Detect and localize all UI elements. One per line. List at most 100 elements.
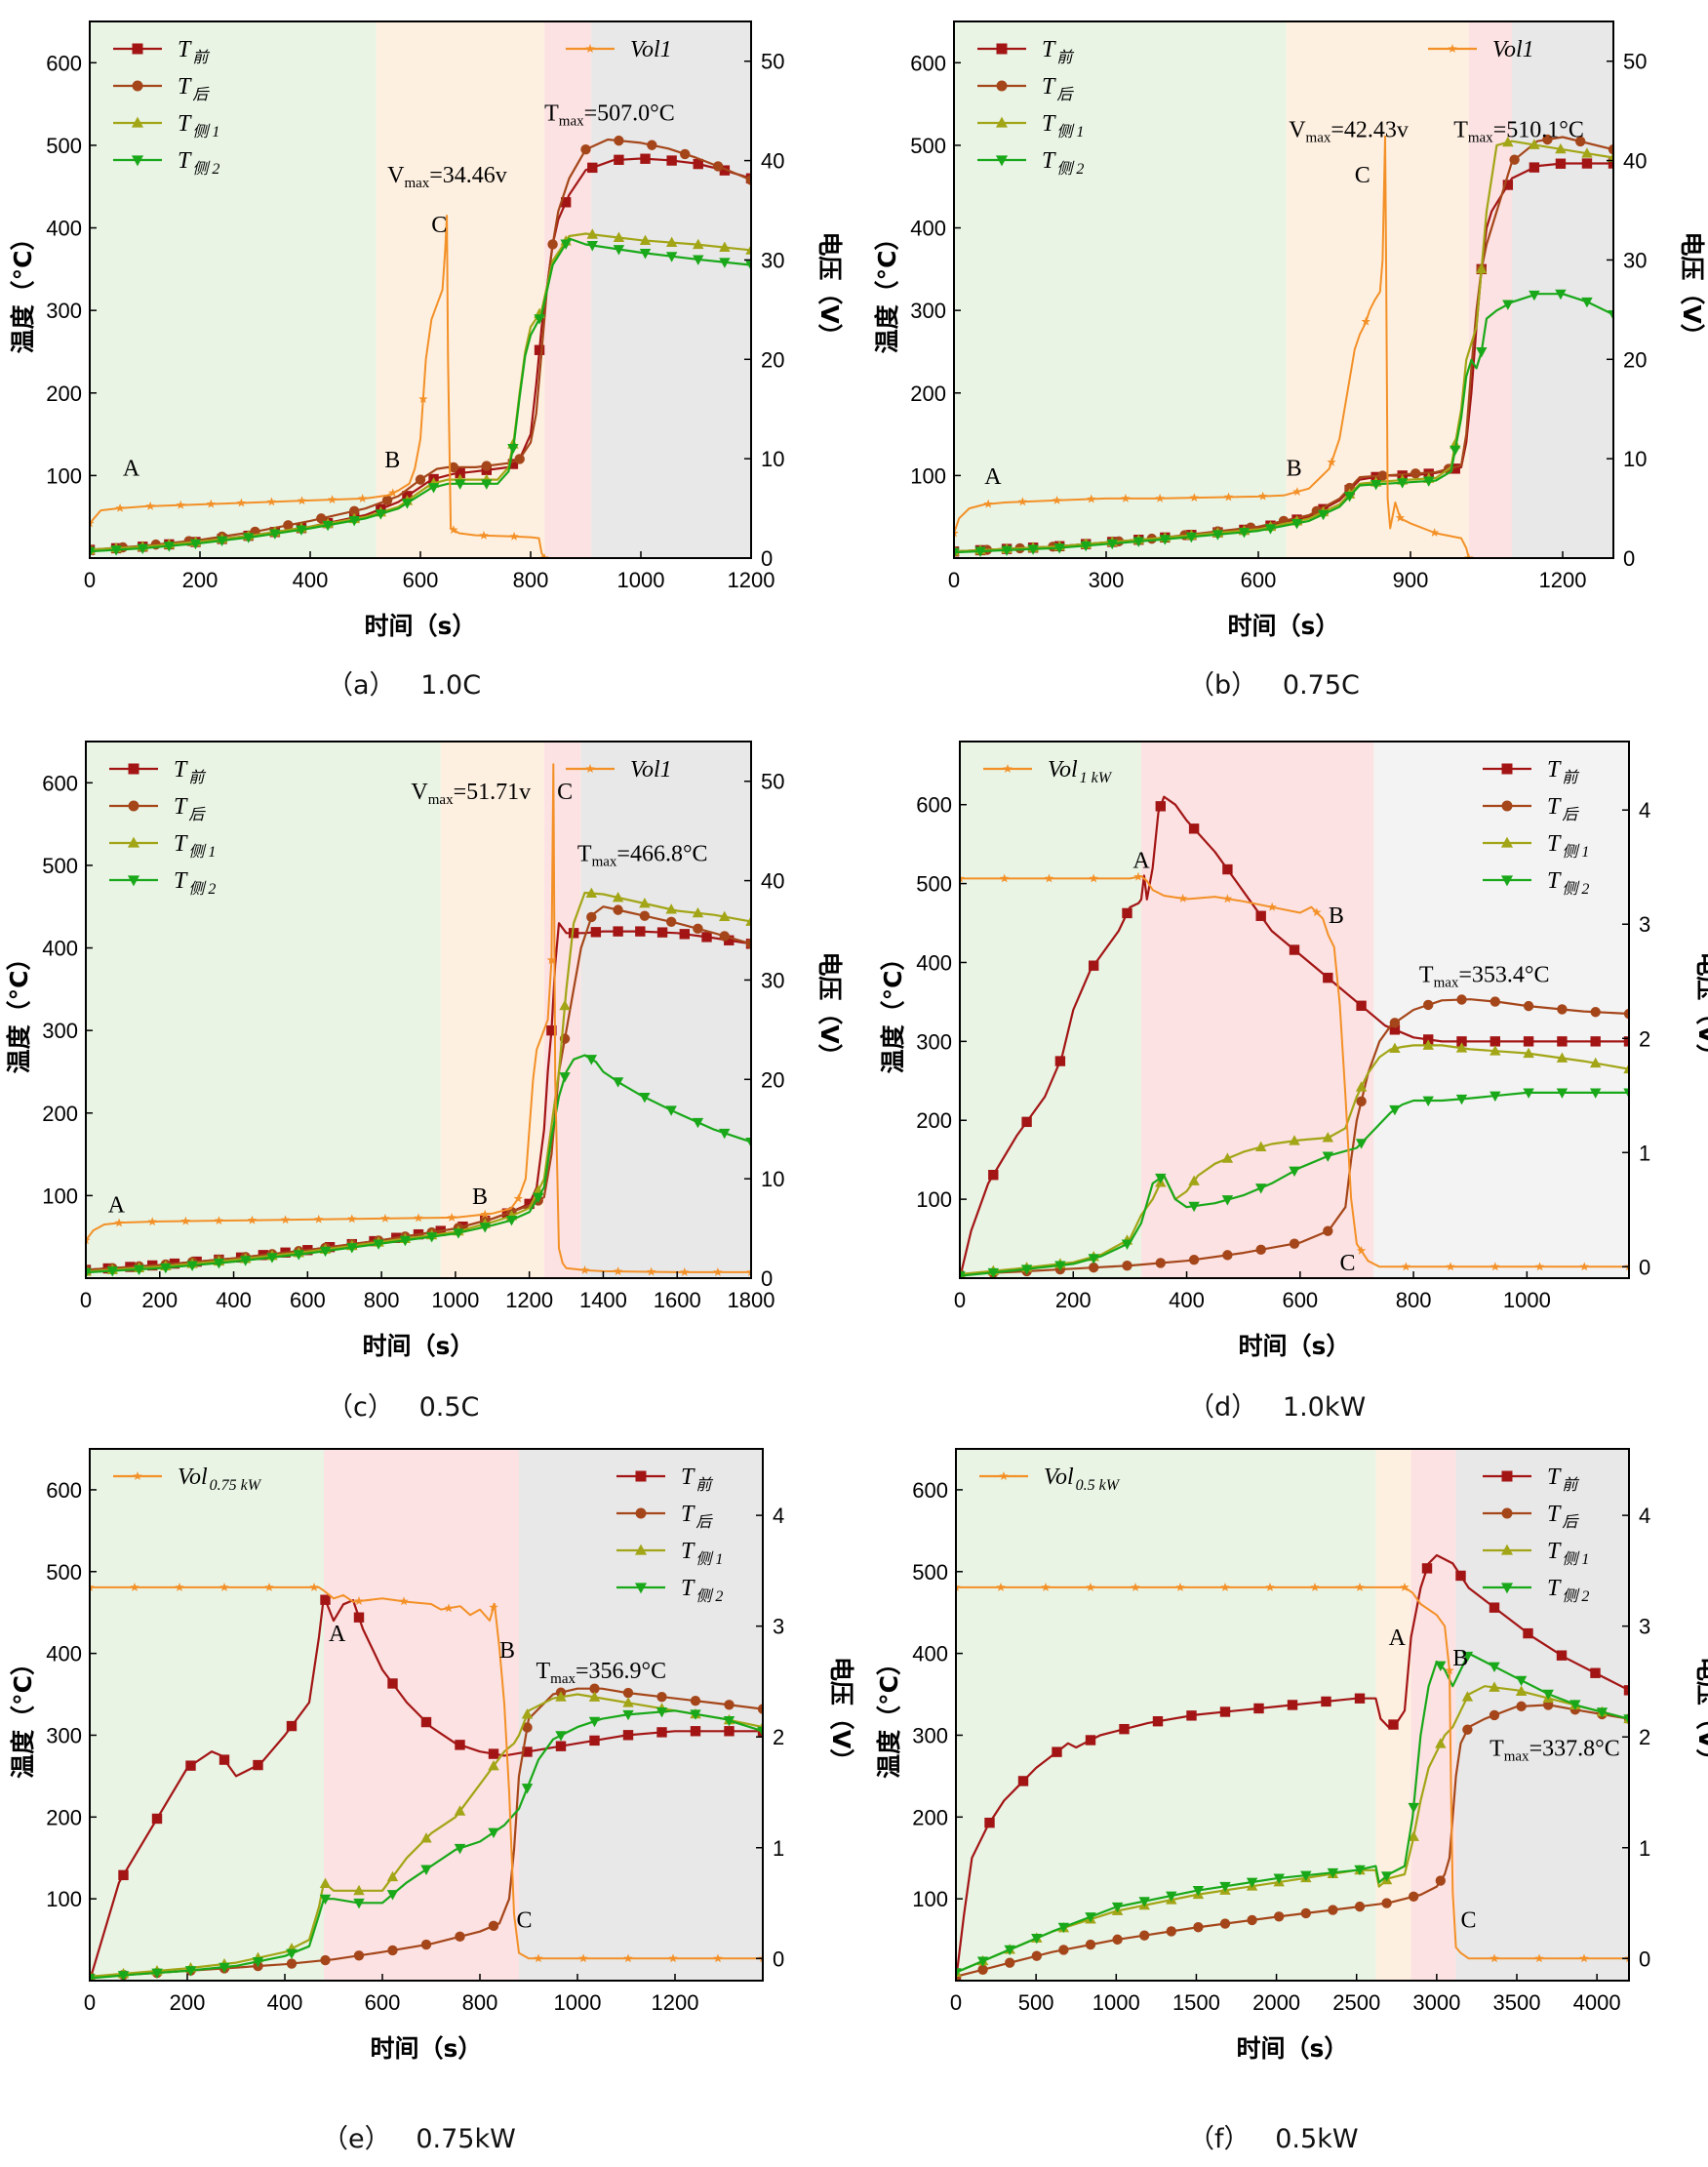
data-point-t_front <box>640 153 651 164</box>
data-point-vol <box>247 1215 258 1224</box>
data-point-t_back <box>1166 1926 1177 1937</box>
data-point-t_front <box>656 927 668 938</box>
data-point-t_front <box>1021 1116 1032 1128</box>
x-tick-label: 1800 <box>728 1288 775 1312</box>
data-point-t_side2 <box>1132 537 1144 547</box>
data-point-vol <box>713 1953 723 1963</box>
legend-marker-t_back <box>128 800 139 812</box>
data-point-t_side2 <box>1396 478 1409 489</box>
data-point-t_side2 <box>960 1271 966 1278</box>
data-point-t_front <box>1581 158 1593 169</box>
y2-tick-label: 1 <box>1639 1141 1650 1165</box>
legend-marker-t_front <box>635 1470 647 1482</box>
data-point-t_side2 <box>560 239 572 250</box>
series-t_side2 <box>954 289 1613 558</box>
data-point-t_side2 <box>1085 1912 1096 1923</box>
y-tick-label: 500 <box>910 134 946 158</box>
x-tick-label: 1500 <box>1172 1990 1220 2015</box>
data-point-vol <box>114 1218 124 1227</box>
data-point-t_side1 <box>521 1708 534 1719</box>
data-point-t_side2 <box>375 509 387 520</box>
data-point-t_side1 <box>488 1760 499 1771</box>
data-point-vol <box>1429 528 1440 537</box>
data-point-vol <box>956 1582 961 1591</box>
y-tick-label: 200 <box>910 381 946 406</box>
data-point-t_side2 <box>481 479 493 490</box>
data-point-vol <box>414 1213 423 1223</box>
annotation-point-A: A <box>108 1192 126 1218</box>
series-line-vol <box>954 135 1470 558</box>
data-point-t_side2 <box>1515 1675 1528 1687</box>
data-point-t_side2 <box>488 1827 499 1839</box>
data-point-t_side2 <box>1502 300 1514 310</box>
legend-top-right: T 前 T 后 T 侧 1 T 侧 2 <box>1483 757 1589 898</box>
data-point-t_front <box>1557 1036 1568 1047</box>
data-point-t_side1 <box>665 236 678 248</box>
data-point-t_side2 <box>266 1253 278 1264</box>
data-point-t_back <box>1085 1939 1096 1950</box>
data-point-t_side2 <box>555 1731 567 1742</box>
data-point-t_side1 <box>639 898 651 908</box>
data-point-t_side2 <box>252 1956 264 1968</box>
data-point-t_back <box>647 140 657 150</box>
data-point-vol <box>534 1953 543 1963</box>
data-point-t_side2 <box>1121 1239 1133 1250</box>
data-point-t_side1 <box>1221 1152 1234 1163</box>
data-point-t_front <box>614 154 624 166</box>
x-tick-label: 1200 <box>728 568 775 592</box>
data-point-t_side2 <box>974 546 986 557</box>
data-point-t_side2 <box>1589 1088 1602 1099</box>
data-point-t_side2 <box>1380 1871 1393 1882</box>
data-point-vol <box>447 1212 457 1222</box>
data-point-t_side2 <box>90 1974 96 1981</box>
series-t_back <box>960 994 1629 1278</box>
legend-top-right: T 前 T 后 T 侧 1 T 侧 2 <box>1483 1465 1589 1605</box>
data-point-vol <box>1220 1582 1230 1591</box>
series-vol <box>90 215 549 558</box>
data-point-t_front <box>1490 1036 1500 1047</box>
x-tick-label: 300 <box>1089 568 1125 592</box>
data-point-t_back <box>420 1939 432 1950</box>
annotation-point-B: B <box>1452 1646 1468 1671</box>
series-line-t_side2 <box>90 237 751 553</box>
data-point-vol <box>1267 902 1277 911</box>
annotation-point-B: B <box>499 1638 515 1664</box>
legend-label-vol: Vol 0.5 kW <box>1044 1465 1121 1494</box>
data-point-t_front <box>635 926 646 937</box>
data-point-vol <box>680 1266 690 1276</box>
legend-label-vol: Vol 0.75 kW <box>178 1465 262 1494</box>
y2-axis-title: 电压（V） <box>815 951 844 1067</box>
data-point-t_side2 <box>1355 1139 1368 1149</box>
series-vol <box>956 1582 1629 1963</box>
data-point-t_front <box>1222 863 1233 875</box>
y2-tick-label: 1 <box>1639 1836 1650 1861</box>
data-point-t_back <box>1005 1957 1015 1968</box>
data-point-vol <box>1131 1582 1140 1591</box>
data-point-t_front <box>555 1741 567 1751</box>
y2-tick-label: 30 <box>761 248 784 272</box>
legend-marker-t_side2 <box>995 155 1009 167</box>
data-point-vol <box>996 1582 1006 1591</box>
data-point-t_side2 <box>86 1267 92 1278</box>
legend-marker-t_side1 <box>127 836 140 848</box>
data-point-t_side2 <box>319 1894 332 1906</box>
data-point-t_side1 <box>1355 1081 1368 1092</box>
data-point-t_side2 <box>189 539 202 550</box>
data-point-t_side2 <box>1581 297 1593 308</box>
panel-caption: （d） 1.0kW <box>1188 1392 1367 1423</box>
y2-tick-label: 40 <box>1623 149 1647 174</box>
data-point-vol <box>579 1264 590 1274</box>
legend-top-left: T 前 T 后 T 侧 1 T 侧 2 <box>109 757 216 898</box>
legend-top-left: Vol 0.5 kW <box>979 1465 1121 1494</box>
series-t_side2 <box>956 1651 1629 1979</box>
data-point-t_side2 <box>1031 1933 1043 1945</box>
y2-tick-label: 0 <box>1639 1946 1650 1971</box>
data-point-t_side1 <box>454 1805 466 1816</box>
data-point-t_side2 <box>420 1865 432 1875</box>
data-point-t_side1 <box>559 999 571 1011</box>
data-point-t_side1 <box>1289 1135 1300 1145</box>
data-point-t_side1 <box>639 234 652 245</box>
y-tick-label: 100 <box>912 1887 948 1911</box>
